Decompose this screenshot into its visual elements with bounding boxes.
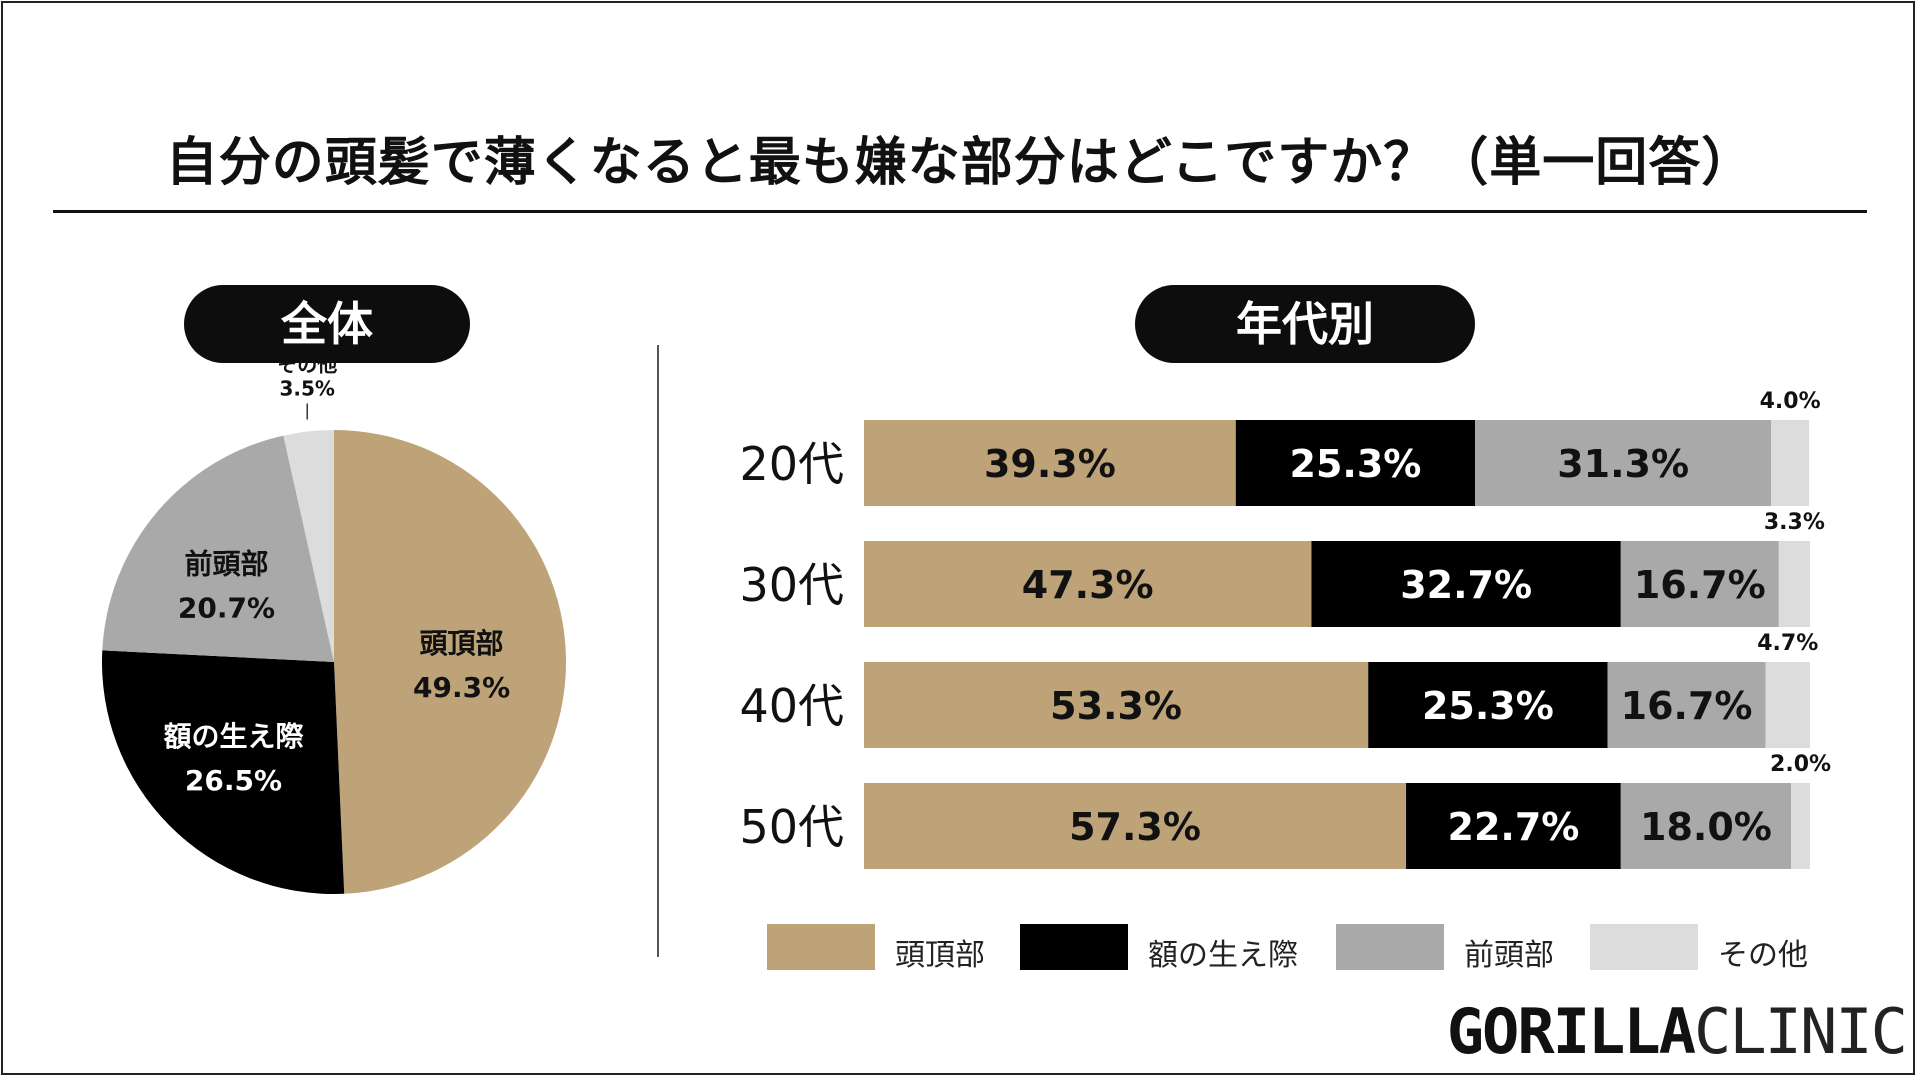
- bar-value-label: 16.7%: [1621, 684, 1753, 728]
- legend-swatch: [1590, 924, 1698, 970]
- legend-swatch: [1020, 924, 1128, 970]
- legend-label: 額の生え際: [1148, 938, 1298, 973]
- bar-segment-頭頂部: [864, 783, 1407, 869]
- bar-value-label: 4.7%: [1757, 631, 1818, 656]
- bar-value-label: 2.0%: [1770, 752, 1831, 777]
- pie-slice-name-label: 頭頂部: [420, 627, 504, 660]
- by-age-pill: 年代別: [1135, 285, 1475, 363]
- legend-label: 前頭部: [1464, 938, 1554, 973]
- bar-value-label: 16.7%: [1634, 563, 1766, 607]
- overall-pill: 全体: [184, 285, 470, 363]
- bar-segment-頭頂部: [864, 420, 1236, 506]
- category-label: 50代: [739, 800, 844, 854]
- pie-slice-前頭部: [102, 435, 334, 662]
- bar-segment-額の生え際: [1368, 662, 1608, 748]
- page-title: 自分の頭髪で薄くなると最も嫌な部分はどこですか？（単一回答）: [165, 133, 1755, 193]
- pie-slice-その他: [283, 430, 334, 662]
- pie-slice-value-label: 3.5%: [279, 376, 334, 400]
- bar-value-label: 25.3%: [1290, 442, 1422, 486]
- bar-segment-額の生え際: [1406, 783, 1621, 869]
- bar-segment-その他: [1771, 420, 1810, 506]
- bar-segment-前頭部: [1620, 783, 1792, 869]
- legend-swatch: [1336, 924, 1444, 970]
- pie-slice-name-label: その他: [277, 360, 337, 376]
- pie-slice-value-label: 20.7%: [178, 592, 275, 625]
- bar-value-label: 53.3%: [1050, 684, 1182, 728]
- bar-value-label: 57.3%: [1069, 805, 1201, 849]
- pie-slice-name-label: 前頭部: [184, 548, 268, 581]
- brand-logo-light: CLINIC: [1694, 995, 1908, 1068]
- bar-segment-その他: [1778, 541, 1810, 627]
- pie-slice-name-label: 額の生え際: [163, 720, 303, 753]
- bar-segment-その他: [1791, 783, 1810, 869]
- bar-value-label: 3.3%: [1764, 510, 1825, 535]
- bar-segment-額の生え際: [1235, 420, 1476, 506]
- bar-value-label: 47.3%: [1022, 563, 1154, 607]
- brand-logo: GORILLACLINIC: [1446, 995, 1908, 1068]
- pie-slice-頭頂部: [334, 430, 566, 894]
- pie-slice-value-label: 49.3%: [413, 671, 510, 704]
- bar-segment-頭頂部: [864, 662, 1369, 748]
- title-divider: [53, 210, 1867, 213]
- legend-label: 頭頂部: [895, 938, 985, 973]
- pie-slice-額の生え際: [102, 650, 345, 894]
- bar-segment-額の生え際: [1311, 541, 1621, 627]
- bar-segment-前頭部: [1475, 420, 1772, 506]
- bar-value-label: 25.3%: [1422, 684, 1554, 728]
- bar-segment-前頭部: [1620, 541, 1779, 627]
- bar-value-label: 18.0%: [1640, 805, 1772, 849]
- bar-segment-その他: [1765, 662, 1810, 748]
- stacked-bar-chart: 20代 39.3% 25.3% 31.3% 4.0% 30代 47.3% 32.7% 16.7%…: [720, 390, 1840, 910]
- category-label: 30代: [739, 558, 844, 612]
- bar-segment-頭頂部: [864, 541, 1312, 627]
- legend-label: その他: [1718, 938, 1808, 973]
- bar-value-label: 22.7%: [1448, 805, 1580, 849]
- bar-value-label: 32.7%: [1400, 563, 1532, 607]
- legend-swatch: [767, 924, 875, 970]
- category-label: 40代: [739, 679, 844, 733]
- category-label: 20代: [739, 437, 844, 491]
- bar-value-label: 31.3%: [1557, 442, 1689, 486]
- brand-logo-bold: GORILLA: [1446, 995, 1696, 1068]
- bar-segment-前頭部: [1607, 662, 1766, 748]
- bar-value-label: 4.0%: [1760, 390, 1821, 414]
- bar-chart-canvas: 20代 39.3% 25.3% 31.3% 4.0% 30代 47.3% 32.7% 16.7%…: [739, 390, 1831, 869]
- section-divider: [657, 345, 659, 957]
- pie-slice-value-label: 26.5%: [185, 764, 282, 797]
- bar-value-label: 39.3%: [984, 442, 1116, 486]
